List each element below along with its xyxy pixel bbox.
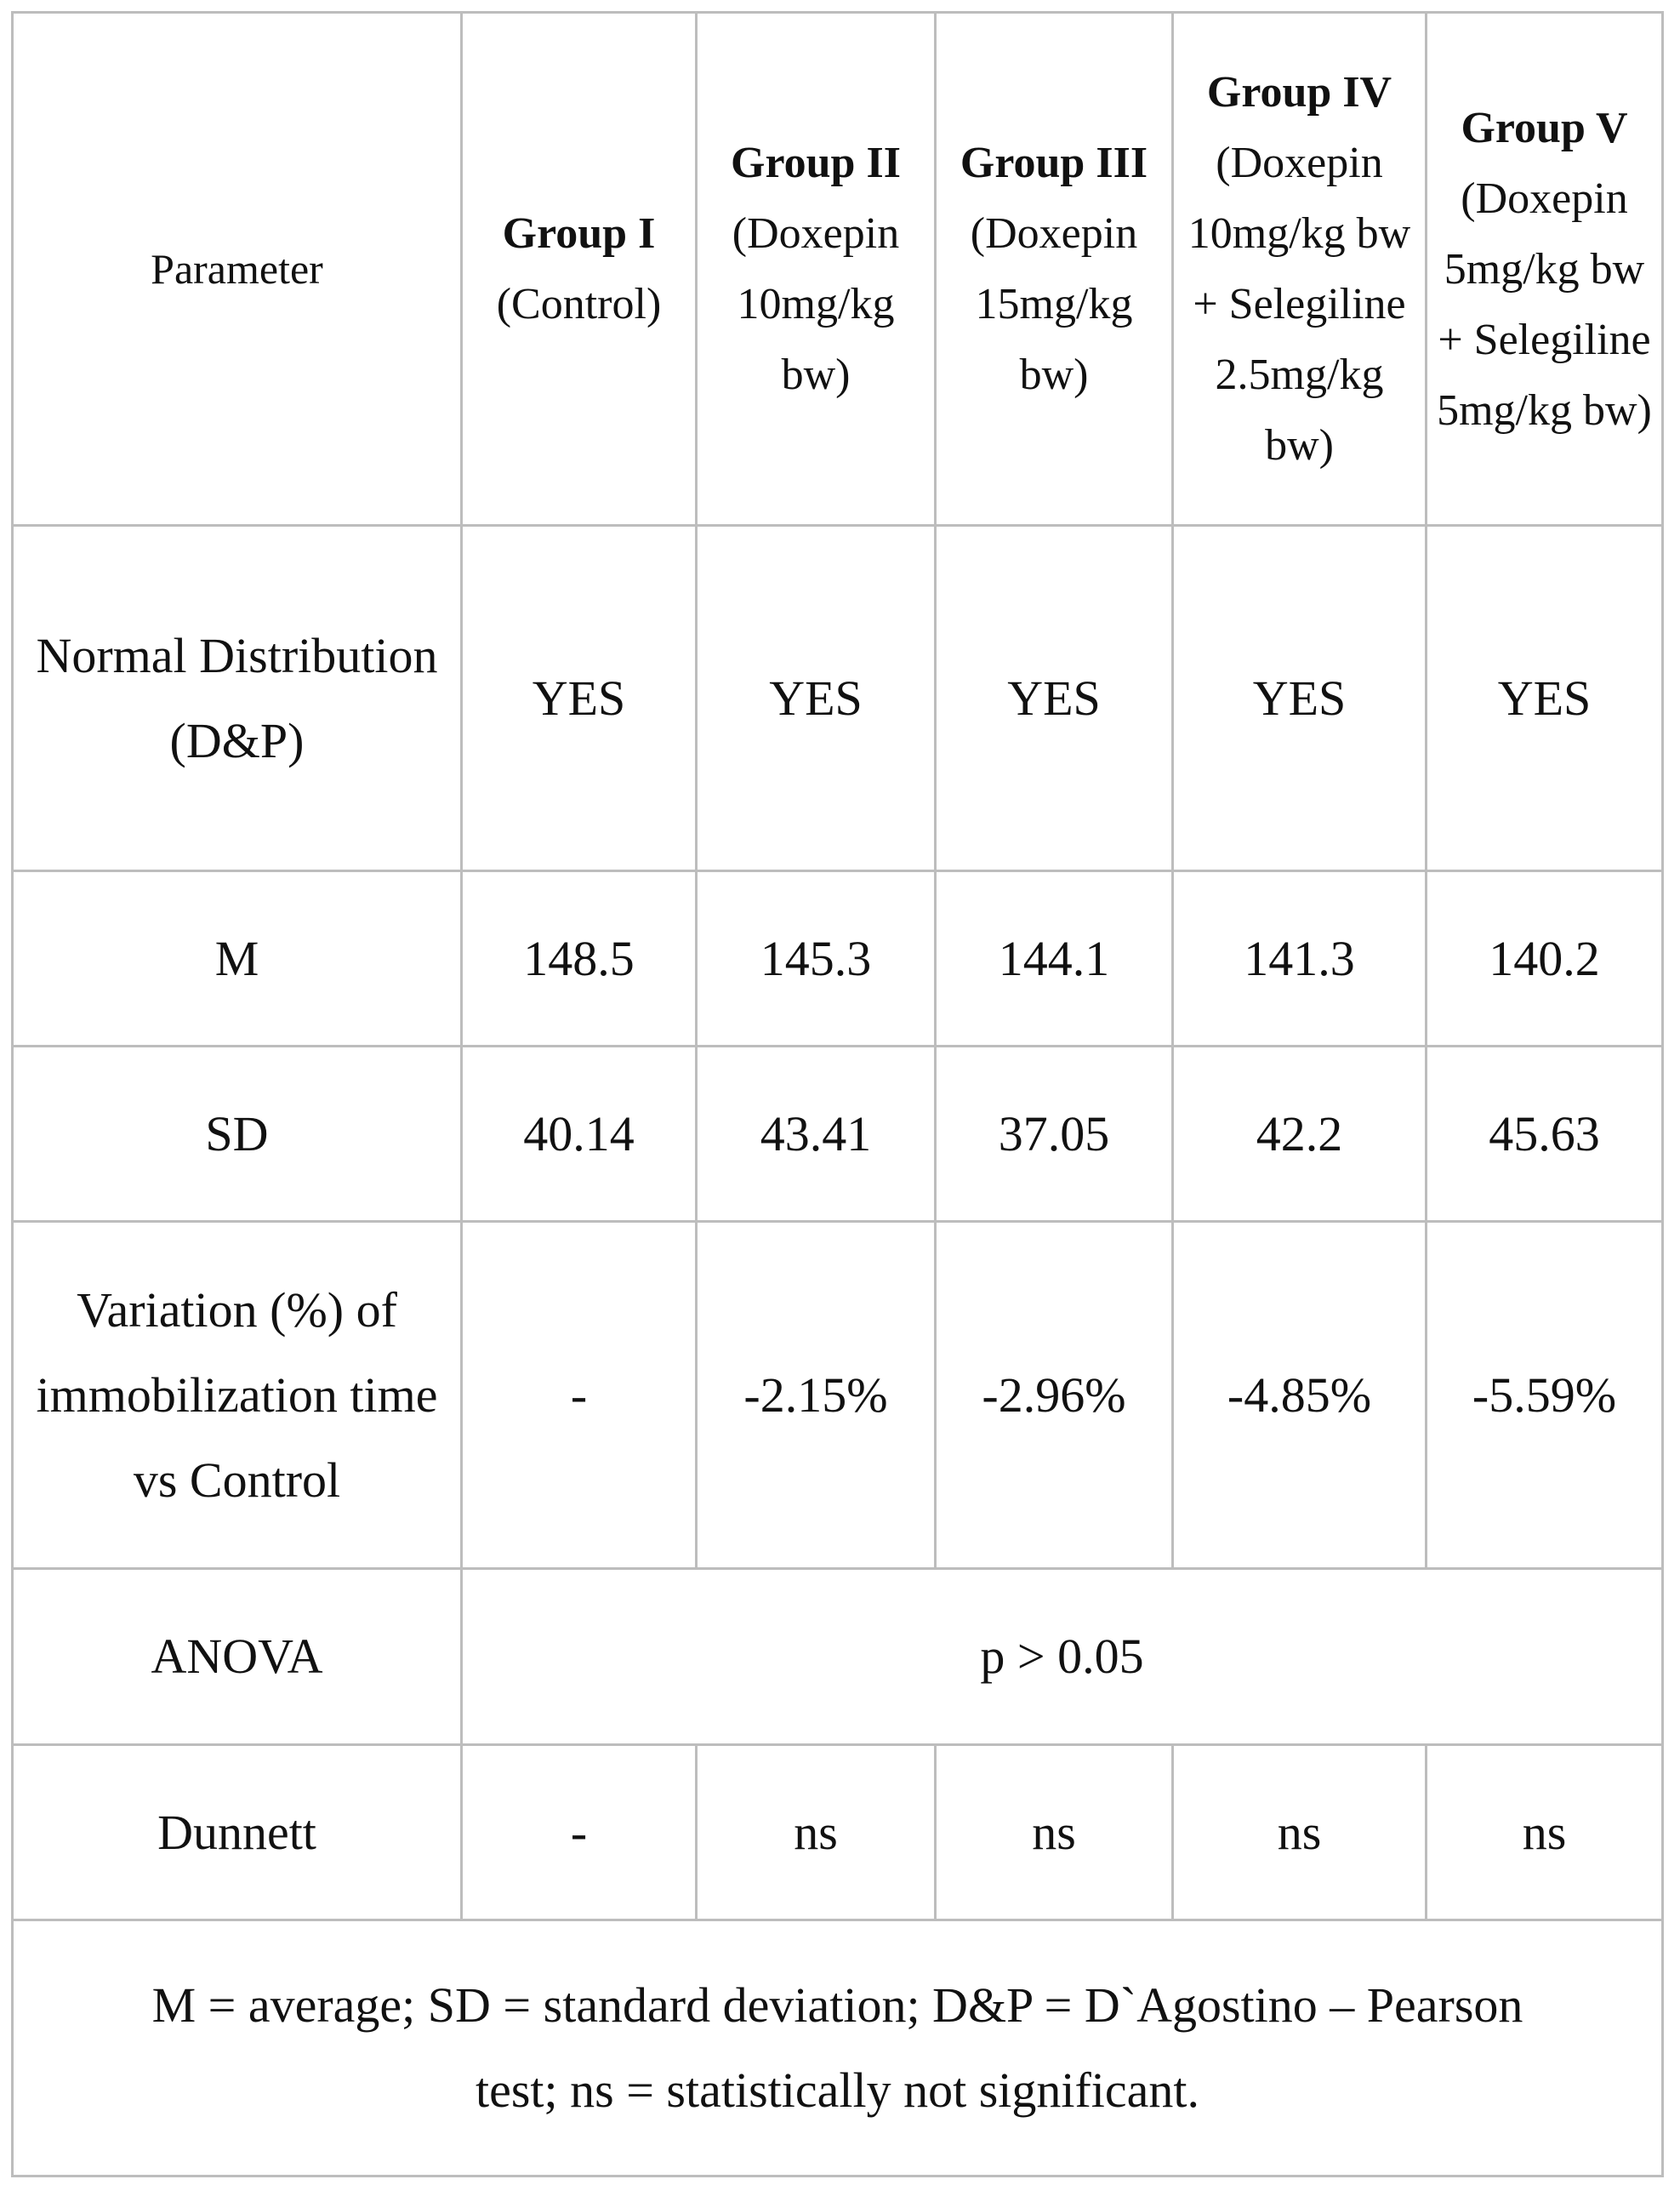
cell: YES xyxy=(460,524,698,872)
cell: - xyxy=(460,1743,698,1921)
row-label: M xyxy=(11,870,463,1047)
cell: -2.15% xyxy=(695,1220,937,1570)
group-detail: (Doxepin 5mg/kg bw + Selegiline 5mg/kg b… xyxy=(1437,174,1652,435)
group-detail: (Control) xyxy=(496,280,662,328)
header-cell: Group I (Control) xyxy=(460,11,698,527)
group-detail: (Doxepin 10mg/kg bw) xyxy=(732,209,900,399)
footnote: M = average; SD = standard deviation; D&… xyxy=(11,1919,1664,2177)
cell: 148.5 xyxy=(460,870,698,1047)
cell: 42.2 xyxy=(1171,1045,1427,1223)
cell: -4.85% xyxy=(1171,1220,1427,1570)
cell: YES xyxy=(934,524,1174,872)
header-row: Parameter Group I (Control) Group II (Doxepi… xyxy=(11,11,1664,527)
header-cell: Parameter xyxy=(11,11,463,527)
group-name: Group V xyxy=(1461,103,1628,152)
cell: 37.05 xyxy=(934,1045,1174,1223)
group-name: Group III xyxy=(960,139,1148,187)
group-name: Group II xyxy=(731,139,901,187)
row-label: Dunnett xyxy=(11,1743,463,1921)
table-row: Normal Distribution (D&P) YES YES YES YES YES xyxy=(11,524,1664,872)
cell: -2.96% xyxy=(934,1220,1174,1570)
cell: YES xyxy=(1171,524,1427,872)
cell: YES xyxy=(695,524,937,872)
cell: 40.14 xyxy=(460,1045,698,1223)
row-label: Normal Distribution (D&P) xyxy=(11,524,463,872)
group-detail: (Doxepin 15mg/kg bw) xyxy=(970,209,1138,399)
cell: ns xyxy=(1425,1743,1664,1921)
cell: YES xyxy=(1425,524,1664,872)
results-table: Parameter Group I (Control) Group II (Doxepi… xyxy=(11,11,1664,2177)
header-cell: Group IV (Doxepin 10mg/kg bw + Selegiline… xyxy=(1171,11,1427,527)
table-body: Normal Distribution (D&P) YES YES YES YES YES… xyxy=(11,524,1664,2177)
cell: ns xyxy=(695,1743,937,1921)
cell: ns xyxy=(934,1743,1174,1921)
cell: - xyxy=(460,1220,698,1570)
table-row: SD 40.14 43.41 37.05 42.2 45.63 xyxy=(11,1045,1664,1223)
cell: ns xyxy=(1171,1743,1427,1921)
cell: 144.1 xyxy=(934,870,1174,1047)
row-label: SD xyxy=(11,1045,463,1223)
cell: 145.3 xyxy=(695,870,937,1047)
header-cell: Group III (Doxepin 15mg/kg bw) xyxy=(934,11,1174,527)
group-name: Group IV xyxy=(1206,68,1392,117)
cell: 140.2 xyxy=(1425,870,1664,1047)
group-name: Group I xyxy=(502,209,656,258)
footnote-row: M = average; SD = standard deviation; D&… xyxy=(11,1919,1664,2177)
cell: 141.3 xyxy=(1171,870,1427,1047)
header-cell: Group II (Doxepin 10mg/kg bw) xyxy=(695,11,937,527)
cell: 45.63 xyxy=(1425,1045,1664,1223)
table-row: M 148.5 145.3 144.1 141.3 140.2 xyxy=(11,870,1664,1047)
group-detail: (Doxepin 10mg/kg bw + Selegiline 2.5mg/k… xyxy=(1187,139,1411,470)
cell: p > 0.05 xyxy=(460,1567,1664,1746)
cell: 43.41 xyxy=(695,1045,937,1223)
header-cell: Group V (Doxepin 5mg/kg bw + Selegiline 5… xyxy=(1425,11,1664,527)
table-row: Dunnett - ns ns ns ns xyxy=(11,1743,1664,1921)
table-row: ANOVA p > 0.05 xyxy=(11,1567,1664,1746)
table-row: Variation (%) of immobilization time vs … xyxy=(11,1220,1664,1570)
cell: -5.59% xyxy=(1425,1220,1664,1570)
row-label: Variation (%) of immobilization time vs … xyxy=(11,1220,463,1570)
row-label: ANOVA xyxy=(11,1567,463,1746)
